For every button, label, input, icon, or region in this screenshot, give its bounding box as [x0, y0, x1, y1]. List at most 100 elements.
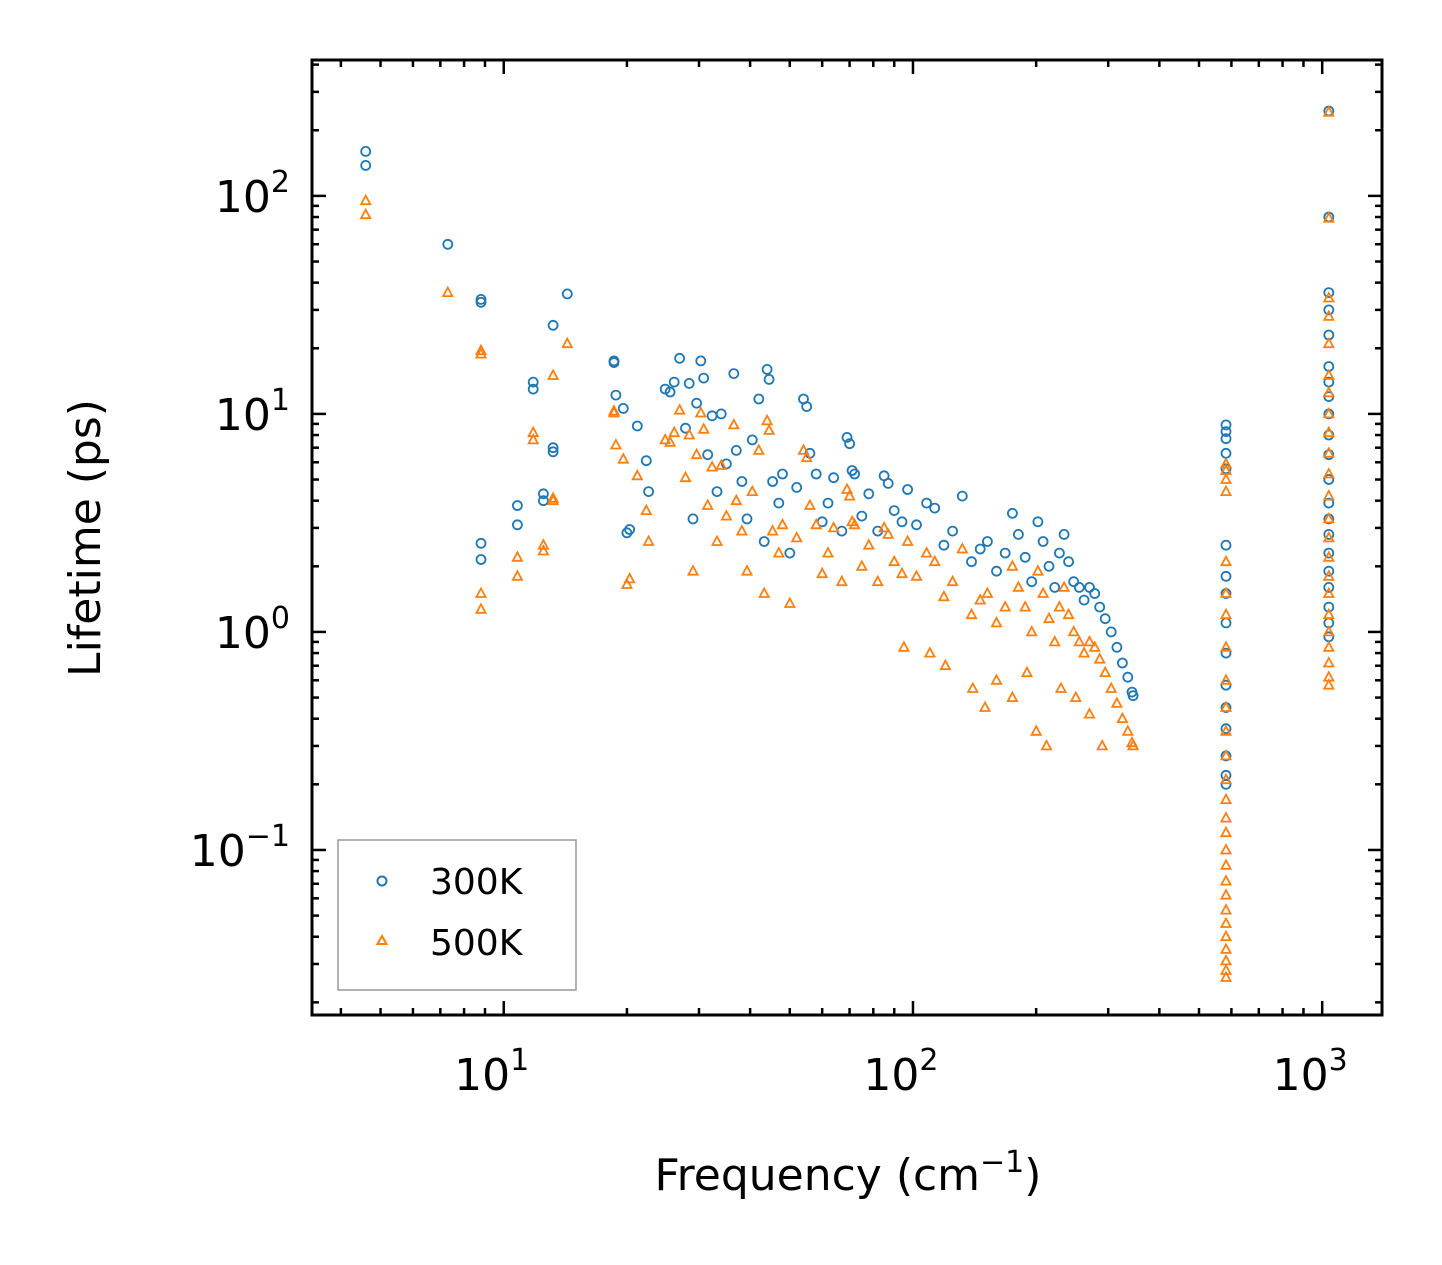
data-point-500K [609, 438, 623, 450]
data-point-500K [1219, 843, 1233, 855]
data-point-300K [758, 536, 770, 547]
data-point-300K [475, 296, 487, 308]
data-point-500K [1012, 580, 1025, 592]
data-point-300K [702, 449, 714, 461]
data-point-300K [1007, 507, 1018, 519]
data-point-500K [928, 554, 941, 567]
data-point-300K [1054, 547, 1065, 559]
legend: 300K 500K [337, 839, 577, 991]
data-point-300K [1220, 647, 1232, 659]
data-point-500K [1322, 489, 1335, 501]
data-point-500K [1322, 586, 1335, 598]
data-point-300K [1220, 539, 1232, 551]
data-point-500K [877, 521, 891, 533]
data-point-300K [982, 536, 993, 547]
data-point-300K [896, 516, 908, 528]
data-point-500K [1322, 550, 1335, 562]
data-point-500K [1219, 772, 1233, 785]
data-point-500K [617, 452, 630, 464]
data-point-500K [920, 546, 933, 558]
data-point-500K [1031, 564, 1045, 576]
data-point-500K [1057, 580, 1071, 592]
data-point-300K [1127, 690, 1139, 702]
data-point-300K [1323, 582, 1335, 593]
data-point-300K [617, 402, 629, 414]
data-point-300K [1032, 516, 1044, 528]
data-point-500K [772, 546, 785, 558]
data-point-300K [841, 431, 853, 443]
data-point-500K [359, 207, 372, 220]
data-point-500K [758, 586, 771, 598]
data-point-300K [1117, 657, 1128, 669]
data-point-300K [763, 373, 775, 385]
data-point-500K [762, 423, 776, 435]
data-point-500K [1322, 291, 1335, 303]
data-point-300K [360, 159, 372, 171]
data-point-300K [687, 513, 699, 525]
data-point-300K [991, 565, 1002, 577]
data-point-500K [631, 468, 644, 481]
data-point-500K [668, 425, 681, 438]
data-point-500K [746, 484, 759, 497]
data-point-500K [1030, 724, 1043, 736]
data-point-500K [1219, 874, 1233, 886]
data-point-300K [691, 397, 702, 409]
data-point-500K [895, 566, 909, 579]
data-point-500K [776, 517, 789, 530]
data-point-500K [1322, 368, 1335, 380]
data-point-300K [728, 368, 740, 380]
data-point-300K [527, 383, 539, 395]
data-point-300K [1323, 304, 1335, 316]
data-point-500K [511, 550, 524, 562]
data-point-300K [1323, 547, 1335, 559]
data-point-500K [1219, 825, 1233, 838]
data-point-500K [897, 640, 911, 652]
data-point-500K [956, 542, 969, 554]
data-point-500K [937, 589, 951, 602]
data-point-500K [1219, 792, 1233, 805]
data-point-300K [475, 554, 487, 565]
data-point-500K [1219, 916, 1233, 928]
data-point-500K [843, 489, 856, 501]
data-point-300K [888, 505, 900, 517]
data-point-300K [1037, 536, 1049, 547]
data-point-300K [947, 525, 958, 537]
data-point-500K [855, 559, 868, 571]
data-point-300K [810, 468, 822, 480]
data-point-300K [1323, 287, 1335, 299]
data-point-300K [741, 513, 753, 525]
data-point-500K [659, 433, 672, 445]
data-point-300K [1094, 601, 1106, 613]
data-point-300K [1043, 560, 1055, 572]
data-point-300K [1089, 588, 1101, 599]
data-point-300K [882, 477, 894, 489]
data-point-300K [938, 539, 950, 551]
data-point-500K [1219, 586, 1233, 598]
data-point-300K [547, 442, 559, 454]
data-point-500K [882, 527, 895, 539]
data-point-500K [1219, 888, 1233, 900]
data-point-500K [474, 343, 488, 356]
data-point-500K [546, 491, 560, 503]
data-point-500K [810, 517, 823, 530]
data-point-500K [683, 428, 696, 440]
data-point-300K [828, 472, 839, 484]
data-point-300K [624, 524, 635, 535]
data-point-500K [1322, 385, 1335, 398]
data-point-500K [1322, 531, 1335, 543]
data-point-300K [844, 438, 855, 450]
data-point-500K [1219, 700, 1233, 712]
data-point-500K [546, 493, 560, 506]
data-point-500K [686, 564, 700, 576]
data-point-300K [1105, 626, 1117, 638]
data-point-500K [1126, 739, 1140, 751]
data-point-500K [1219, 929, 1233, 942]
data-point-300K [538, 488, 549, 500]
data-point-500K [1073, 635, 1086, 647]
data-point-500K [697, 422, 710, 434]
data-point-300K [784, 547, 796, 559]
data-point-500K [1219, 749, 1233, 761]
data-point-300K [929, 502, 941, 514]
data-point-300K [773, 497, 785, 509]
